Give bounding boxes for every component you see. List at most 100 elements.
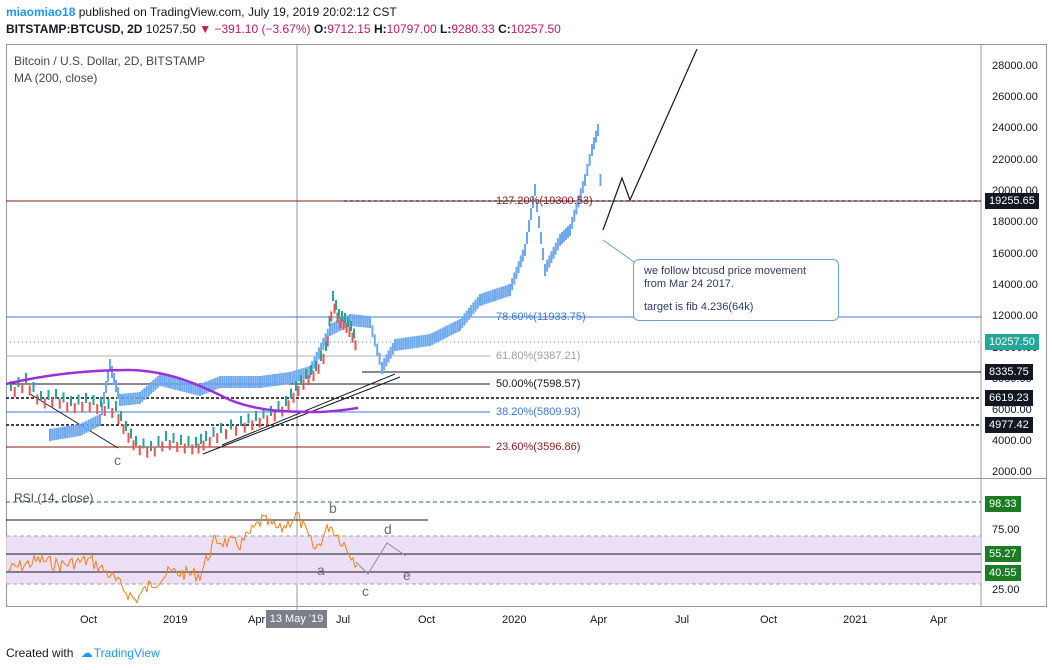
candle bbox=[195, 437, 197, 447]
candle bbox=[55, 389, 57, 399]
note-line-3: target is fib 4.236(64k) bbox=[644, 301, 754, 313]
open-label: O: bbox=[313, 22, 328, 36]
candle bbox=[292, 392, 295, 403]
candle bbox=[230, 419, 232, 430]
time-tick: Apr bbox=[248, 614, 266, 626]
candle bbox=[205, 431, 207, 441]
candle bbox=[40, 391, 42, 401]
ma-indicator-label[interactable]: MA (200, close) bbox=[14, 71, 98, 85]
candle bbox=[172, 433, 175, 443]
price-tick: 22000.00 bbox=[992, 154, 1038, 166]
candle bbox=[353, 328, 355, 339]
candle bbox=[255, 411, 257, 421]
time-tick: Oct bbox=[760, 614, 778, 626]
time-tick: 2021 bbox=[843, 614, 868, 626]
candle bbox=[285, 396, 287, 406]
main-chart-panel[interactable] bbox=[6, 44, 1047, 479]
symbol-header: BITSTAMP:BTCUSD, 2D 10257.50 ▼ −391.10 (… bbox=[6, 22, 561, 36]
annotation-note[interactable]: we follow btcusd price movement from Mar… bbox=[633, 259, 839, 321]
rsi-wave-e: e bbox=[403, 567, 411, 583]
candle bbox=[258, 417, 261, 428]
candle bbox=[138, 445, 141, 456]
price-tick: 24000.00 bbox=[992, 122, 1038, 134]
candle bbox=[88, 402, 91, 412]
fib-618: 61.80%(9387.21) bbox=[496, 350, 581, 362]
candle bbox=[150, 441, 152, 451]
candle bbox=[328, 316, 331, 326]
tradingview-brand[interactable]: TradingView bbox=[93, 646, 160, 660]
candle bbox=[212, 427, 215, 437]
candle bbox=[200, 434, 202, 444]
candle bbox=[165, 431, 167, 441]
candle bbox=[191, 444, 194, 455]
candle bbox=[216, 433, 219, 443]
created-with: Created with bbox=[6, 646, 74, 660]
candle bbox=[153, 446, 156, 457]
candle bbox=[62, 392, 65, 403]
price-tick: 16000.00 bbox=[992, 248, 1038, 260]
candle bbox=[132, 440, 135, 451]
high-value: 10797.00 bbox=[386, 22, 437, 36]
candle bbox=[344, 313, 346, 323]
candle bbox=[243, 422, 246, 433]
candle bbox=[262, 408, 265, 419]
close-value: 10257.50 bbox=[510, 22, 561, 36]
candle bbox=[277, 401, 280, 411]
rsi-line bbox=[7, 511, 358, 605]
price-tick: 6000.00 bbox=[992, 404, 1032, 416]
rsi-label: 55.27 bbox=[985, 546, 1021, 562]
candle bbox=[25, 373, 27, 383]
candle bbox=[21, 383, 24, 393]
rsi-wave-c: c bbox=[362, 583, 369, 599]
price-tick: 26000.00 bbox=[992, 91, 1038, 103]
candle bbox=[47, 390, 50, 400]
price-tick: 28000.00 bbox=[992, 60, 1038, 72]
tradingview-logo-icon[interactable]: ☁ bbox=[80, 646, 93, 660]
candle bbox=[142, 438, 145, 449]
candle bbox=[77, 394, 80, 405]
rsi-label: 98.33 bbox=[985, 496, 1021, 512]
rsi-projection bbox=[355, 542, 407, 575]
candle bbox=[325, 341, 327, 351]
rsi-wave-b: b bbox=[329, 500, 337, 516]
candle bbox=[96, 404, 99, 414]
candle bbox=[117, 414, 120, 424]
price-change: −391.10 (−3.67%) bbox=[214, 22, 311, 36]
candle bbox=[51, 397, 54, 408]
candle bbox=[220, 423, 222, 433]
candle bbox=[111, 408, 114, 418]
candle bbox=[66, 402, 69, 413]
candle bbox=[10, 381, 12, 391]
candle bbox=[107, 399, 110, 409]
candle bbox=[100, 397, 102, 407]
candle bbox=[130, 428, 132, 439]
time-tick: 2019 bbox=[163, 614, 188, 626]
candle bbox=[307, 375, 310, 385]
rsi-wave-a: a bbox=[317, 562, 325, 578]
author-name[interactable]: miaomiao18 bbox=[6, 5, 76, 19]
candle bbox=[122, 424, 125, 434]
price-label: 4977.42 bbox=[985, 417, 1033, 433]
candle bbox=[333, 303, 336, 314]
candle bbox=[202, 440, 205, 451]
candle bbox=[273, 411, 276, 422]
candle bbox=[295, 381, 297, 391]
time-tick: Oct bbox=[418, 614, 436, 626]
rsi-title[interactable]: RSI (14, close) bbox=[14, 491, 94, 505]
last-price: 10257.50 bbox=[145, 22, 196, 36]
rsi-tick: 75.00 bbox=[992, 524, 1020, 536]
candle bbox=[317, 364, 320, 374]
time-tick: 2020 bbox=[502, 614, 527, 626]
rsi-label: 40.55 bbox=[985, 565, 1021, 581]
price-tick: 12000.00 bbox=[992, 310, 1038, 322]
candle bbox=[115, 401, 117, 411]
candle bbox=[354, 340, 357, 351]
candle bbox=[297, 386, 300, 396]
note-line-2: from Mar 24 2017. bbox=[644, 278, 734, 290]
candle bbox=[225, 429, 227, 440]
candle bbox=[247, 413, 250, 424]
candle bbox=[322, 354, 325, 364]
close-label: C: bbox=[498, 22, 511, 36]
rsi-wave-d: d bbox=[384, 521, 392, 537]
